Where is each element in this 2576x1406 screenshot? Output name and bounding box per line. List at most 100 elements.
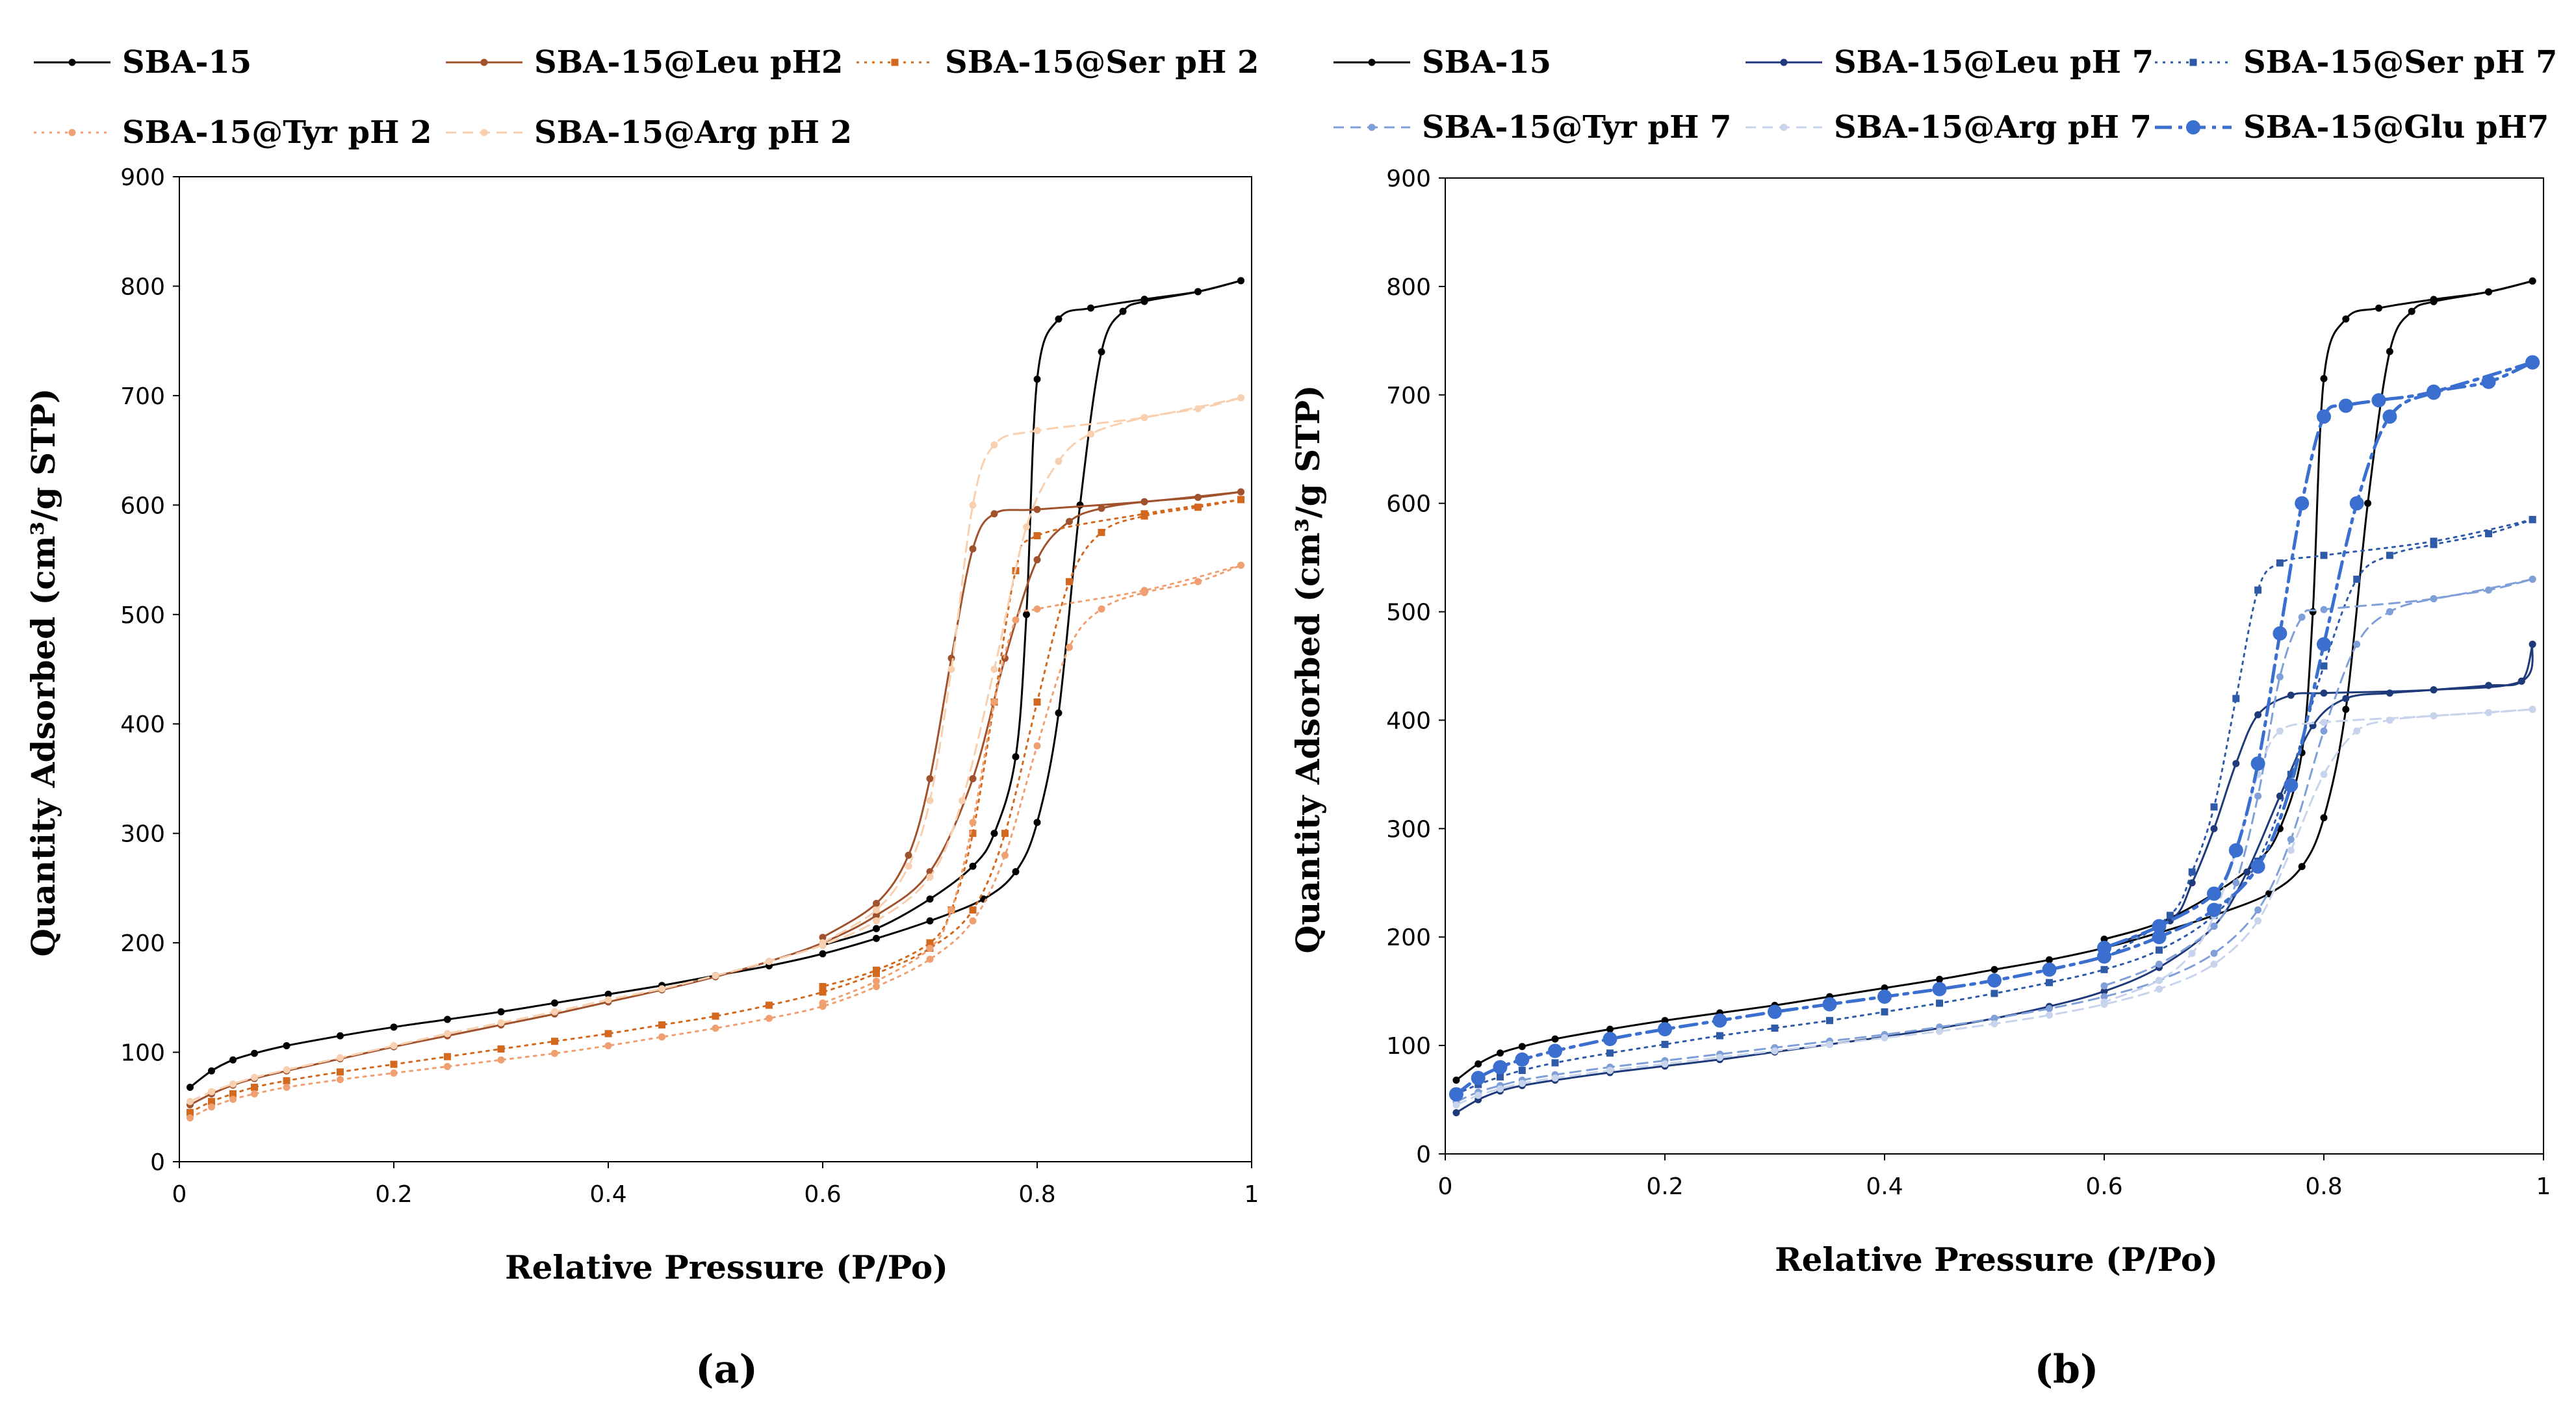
data-point — [1452, 1109, 1460, 1117]
legend-swatch-marker — [68, 58, 76, 66]
series-sba-15-leu-ph-7 — [1452, 641, 2536, 1117]
data-point — [1066, 578, 1073, 585]
x-tick-label: 0.4 — [1866, 1173, 1903, 1200]
data-point — [658, 985, 665, 993]
data-point — [766, 1014, 773, 1022]
data-point — [2342, 315, 2350, 323]
x-tick-label: 0.4 — [589, 1181, 626, 1208]
data-point — [1033, 819, 1041, 826]
data-point — [2156, 985, 2163, 993]
data-point — [283, 1042, 290, 1049]
x-tick-label: 0 — [1438, 1173, 1453, 1200]
data-point — [1087, 304, 1094, 312]
y-tick-label: 800 — [120, 274, 165, 300]
data-point — [1055, 709, 1063, 717]
legend-swatch-marker — [68, 129, 76, 136]
data-point — [229, 1080, 237, 1088]
data-point — [1826, 1017, 1833, 1025]
data-point — [2287, 836, 2295, 843]
series-line-desorption — [2103, 280, 2534, 941]
data-point — [2210, 923, 2218, 930]
data-point — [873, 982, 880, 990]
x-tick-label: 0.6 — [2085, 1173, 2122, 1200]
series-sba-15-tyr-ph-2 — [187, 561, 1244, 1122]
data-point — [947, 906, 955, 914]
data-point — [1066, 518, 1073, 526]
y-tick-label: 700 — [120, 383, 165, 410]
data-point — [2156, 977, 2163, 984]
data-point — [1098, 605, 1105, 613]
legend-swatch-marker — [2186, 120, 2200, 134]
data-point — [1661, 1060, 1669, 1067]
data-point — [990, 441, 998, 449]
data-point — [208, 1097, 215, 1105]
data-point — [2371, 393, 2386, 408]
data-point — [2046, 956, 2053, 964]
plot-area-b: 0 100 200 300 400 500 600 700 800 900 0 0.2 0.4 0.6 0.… — [1386, 166, 2551, 1200]
series-line-desorption — [2103, 578, 2534, 987]
data-point — [2046, 1004, 2053, 1012]
x-tick-label: 0.8 — [2305, 1173, 2342, 1200]
data-point — [2525, 355, 2540, 370]
data-point — [1471, 1071, 1486, 1086]
data-point — [990, 665, 998, 673]
data-point — [1716, 1032, 1723, 1040]
data-point — [2166, 912, 2174, 919]
data-point — [959, 797, 966, 804]
data-point — [251, 1083, 258, 1091]
data-point — [2250, 859, 2265, 874]
data-point — [766, 1001, 773, 1009]
data-point — [1518, 1043, 1526, 1051]
data-point — [873, 899, 880, 907]
legend-item: SBA-15@Glu pH7 — [2155, 109, 2549, 146]
data-point — [2529, 516, 2536, 524]
data-point — [229, 1090, 237, 1098]
data-point — [1716, 1053, 1723, 1061]
data-point — [444, 1053, 451, 1060]
y-tick-label: 500 — [120, 602, 165, 629]
data-point — [1449, 1087, 1463, 1102]
data-point — [2243, 868, 2251, 876]
data-point — [1990, 990, 1998, 997]
data-point — [2320, 689, 2328, 697]
series-line-adsorption — [189, 396, 1242, 1103]
data-point — [2276, 727, 2284, 735]
data-point — [873, 912, 880, 919]
data-point — [2276, 559, 2284, 567]
data-point — [229, 1056, 237, 1064]
data-point — [1012, 616, 1020, 624]
data-point — [337, 1054, 344, 1062]
data-point — [2210, 803, 2218, 811]
legend-b: SBA-15 SBA-15@Leu pH 7 SBA-15@Ser pH 7 SBA-… — [1333, 44, 2557, 146]
data-point — [1194, 288, 1202, 296]
data-point — [208, 1088, 215, 1095]
data-point — [1661, 1040, 1669, 1048]
series-line-desorption — [821, 279, 1242, 946]
data-point — [1001, 654, 1009, 662]
y-tick-label: 500 — [1386, 600, 1431, 626]
data-point — [2232, 879, 2240, 887]
data-point — [1936, 999, 1943, 1007]
data-point — [251, 1090, 258, 1098]
data-point — [2485, 530, 2492, 537]
data-point — [1881, 1008, 1888, 1016]
data-point — [604, 1042, 612, 1049]
data-point — [1033, 556, 1041, 564]
legend-item: SBA-15@Leu pH2 — [446, 44, 843, 81]
data-point — [2430, 595, 2438, 603]
data-point — [2529, 641, 2536, 648]
data-point — [926, 955, 934, 963]
y-tick-label: 300 — [1386, 816, 1431, 843]
legend-label: SBA-15 — [122, 44, 251, 81]
data-point — [2386, 608, 2393, 616]
data-point — [1606, 1066, 1614, 1074]
series-line-adsorption — [189, 564, 1242, 1119]
data-point — [2342, 706, 2350, 713]
data-point — [390, 1042, 398, 1049]
data-point — [1237, 277, 1244, 285]
plot-area-a: 0 100 200 300 400 500 600 700 800 900 0 0.2 0.4 0.6 0.… — [120, 164, 1259, 1208]
x-axis-title-a: Relative Pressure (P/Po) — [505, 1248, 948, 1286]
data-point — [873, 977, 880, 985]
legend-label: SBA-15@Tyr pH 7 — [1422, 109, 1732, 146]
data-point — [2156, 946, 2163, 954]
